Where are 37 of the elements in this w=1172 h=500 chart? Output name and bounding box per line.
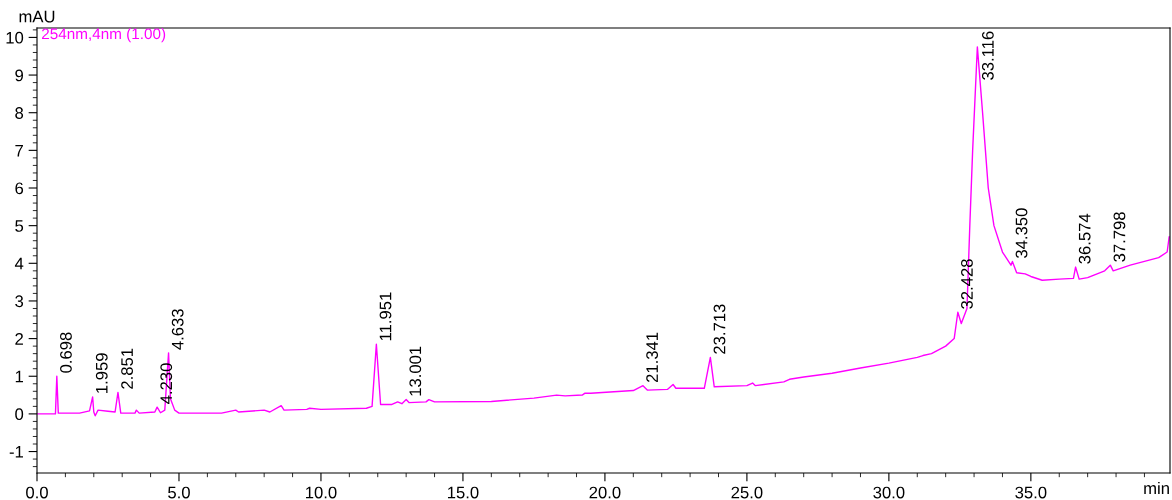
- annotation: 33.116: [981, 31, 994, 80]
- y-tick-label: 1: [15, 370, 23, 383]
- y-tick-label: 0: [15, 408, 24, 421]
- y-tick-label: 3: [15, 295, 24, 308]
- y-tick-label: 9: [15, 69, 24, 82]
- y-tick-label: 5: [15, 220, 24, 232]
- annotation: 36.574: [1078, 213, 1091, 264]
- y-axis-title: mAU: [19, 10, 55, 23]
- y-tick-label: 10: [6, 31, 24, 44]
- annotation: 37.798: [1113, 212, 1126, 262]
- x-tick-label: 35.0: [1015, 486, 1047, 499]
- x-tick-label: 20.0: [589, 486, 621, 499]
- y-tick-label: -1: [9, 446, 23, 458]
- annotation: 4.230: [160, 363, 173, 404]
- annotation: 34.350: [1015, 208, 1028, 258]
- annotation: 13.001: [409, 346, 422, 396]
- y-tick-label: 2: [15, 333, 23, 345]
- annotation: 2.851: [121, 348, 133, 389]
- x-tick-label: 15.0: [447, 486, 479, 499]
- annotation: 32.428: [961, 259, 973, 309]
- annotation: 11.951: [379, 292, 392, 341]
- x-tick-label: 25.0: [731, 486, 763, 499]
- x-tick-label: 10.0: [306, 486, 337, 499]
- annotation: 23.713: [713, 304, 726, 354]
- y-tick-label: 8: [15, 107, 24, 119]
- y-tick-label: 7: [15, 144, 23, 157]
- annotation: 21.341: [646, 332, 659, 383]
- y-tick-label: 4: [14, 257, 24, 270]
- x-tick-label: 5.0: [168, 486, 190, 499]
- y-tick-label: 6: [15, 182, 24, 195]
- annotation: 4.633: [171, 309, 184, 350]
- x-tick-label: 30.0: [873, 486, 905, 499]
- annotation: 0.698: [60, 332, 72, 373]
- text: 254nm,4nm (1.00): [42, 28, 166, 43]
- x-tick-label: 0.0: [26, 486, 48, 499]
- x-axis-title: min: [1144, 481, 1169, 494]
- annotation: 1.959: [95, 353, 108, 393]
